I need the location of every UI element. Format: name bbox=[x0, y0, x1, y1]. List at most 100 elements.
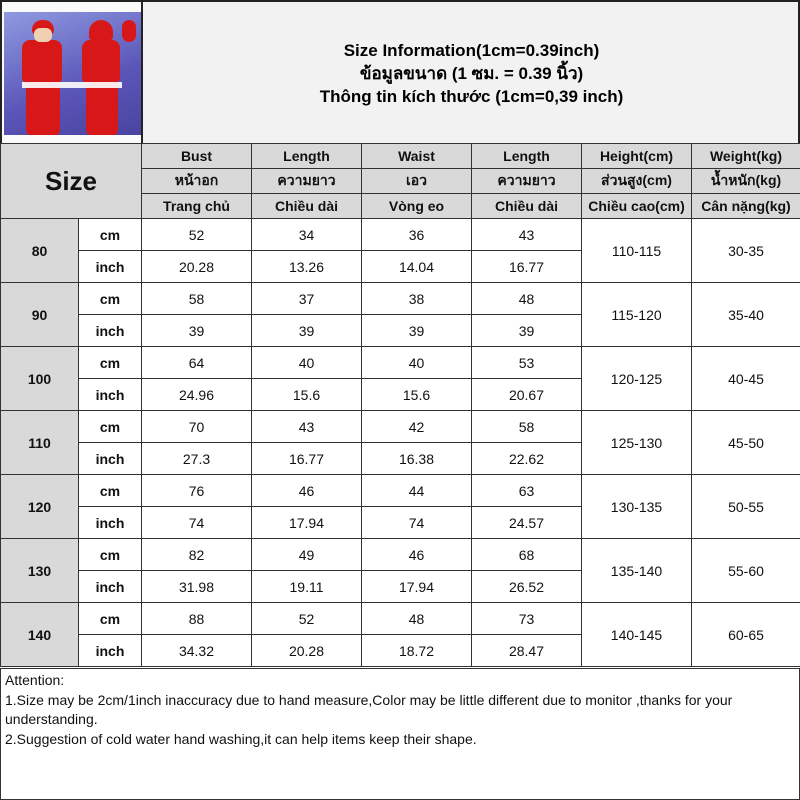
bust-inch: 74 bbox=[141, 506, 252, 539]
size-value: 80 bbox=[0, 218, 79, 283]
unit-cm: cm bbox=[78, 602, 142, 635]
bust-inch: 27.3 bbox=[141, 442, 252, 475]
waist-inch: 74 bbox=[361, 506, 472, 539]
attention-heading: Attention: bbox=[5, 672, 65, 688]
attention-item: 1.Size may be 2cm/1inch inaccuracy due t… bbox=[5, 691, 733, 728]
weight-range: 35-40 bbox=[691, 282, 800, 347]
waist-inch: 17.94 bbox=[361, 570, 472, 603]
length-inch: 13.26 bbox=[251, 250, 362, 283]
bust-cm: 88 bbox=[141, 602, 252, 635]
waist-cm: 42 bbox=[361, 410, 472, 443]
size-row-inch: inch 20.28 13.26 14.04 16.77 bbox=[1, 250, 800, 283]
size-row-cm: 130 cm 82 49 46 68 135-140 55-60 bbox=[0, 538, 800, 603]
unit-inch: inch bbox=[78, 314, 142, 347]
header-weight-vi: Cân nặng(kg) bbox=[691, 193, 800, 219]
unit-inch: inch bbox=[78, 634, 142, 667]
size-row-cm: 80 cm 52 34 36 43 110-115 30-35 bbox=[0, 218, 800, 283]
bust-inch: 20.28 bbox=[141, 250, 252, 283]
bust-cm: 76 bbox=[141, 474, 252, 507]
size-row-inch: inch 34.32 20.28 18.72 28.47 bbox=[1, 634, 800, 667]
header-height-vi: Chiều cao(cm) bbox=[581, 193, 692, 219]
height-range: 115-120 bbox=[581, 282, 692, 347]
size-row-cm: 140 cm 88 52 48 73 140-145 60-65 bbox=[0, 602, 800, 667]
product-photo-cell bbox=[2, 2, 143, 145]
height-range: 130-135 bbox=[581, 474, 692, 539]
height-range: 135-140 bbox=[581, 538, 692, 603]
pant-length-cm: 48 bbox=[471, 282, 582, 315]
waist-cm: 48 bbox=[361, 602, 472, 635]
header-pant-length-vi: Chiều dài bbox=[471, 193, 582, 219]
header-length-vi: Chiều dài bbox=[251, 193, 362, 219]
unit-cm: cm bbox=[78, 474, 142, 507]
size-info-title: Size Information(1cm=0.39inch) ข้อมูลขนา… bbox=[145, 2, 798, 145]
bust-cm: 70 bbox=[141, 410, 252, 443]
size-row-cm: 110 cm 70 43 42 58 125-130 45-50 bbox=[0, 410, 800, 475]
size-row-inch: inch 74 17.94 74 24.57 bbox=[1, 506, 800, 539]
header-waist-en: Waist bbox=[361, 143, 472, 169]
attention-notes: Attention: 1.Size may be 2cm/1inch inacc… bbox=[0, 668, 800, 800]
header-weight-th: น้ำหนัก(kg) bbox=[691, 168, 800, 194]
unit-cm: cm bbox=[78, 282, 142, 315]
pant-length-cm: 68 bbox=[471, 538, 582, 571]
waist-cm: 44 bbox=[361, 474, 472, 507]
length-inch: 20.28 bbox=[251, 634, 362, 667]
size-row-cm: 90 cm 58 37 38 48 115-120 35-40 bbox=[0, 282, 800, 347]
size-value: 120 bbox=[0, 474, 79, 539]
size-row-cm: 100 cm 64 40 40 53 120-125 40-45 bbox=[0, 346, 800, 411]
bust-inch: 34.32 bbox=[141, 634, 252, 667]
weight-range: 40-45 bbox=[691, 346, 800, 411]
size-row-inch: inch 24.96 15.6 15.6 20.67 bbox=[1, 378, 800, 411]
size-value: 130 bbox=[0, 538, 79, 603]
header-waist-th: เอว bbox=[361, 168, 472, 194]
weight-range: 55-60 bbox=[691, 538, 800, 603]
length-inch: 16.77 bbox=[251, 442, 362, 475]
waist-inch: 18.72 bbox=[361, 634, 472, 667]
pant-length-inch: 26.52 bbox=[471, 570, 582, 603]
header-bust-en: Bust bbox=[141, 143, 252, 169]
pant-length-inch: 20.67 bbox=[471, 378, 582, 411]
size-value: 140 bbox=[0, 602, 79, 667]
waist-cm: 40 bbox=[361, 346, 472, 379]
pant-length-inch: 24.57 bbox=[471, 506, 582, 539]
pant-length-cm: 43 bbox=[471, 218, 582, 251]
pant-length-inch: 22.62 bbox=[471, 442, 582, 475]
pant-length-cm: 63 bbox=[471, 474, 582, 507]
bust-cm: 82 bbox=[141, 538, 252, 571]
weight-range: 60-65 bbox=[691, 602, 800, 667]
pant-length-cm: 53 bbox=[471, 346, 582, 379]
unit-inch: inch bbox=[78, 506, 142, 539]
height-range: 125-130 bbox=[581, 410, 692, 475]
waist-inch: 39 bbox=[361, 314, 472, 347]
title-vietnamese: Thông tin kích thước (1cm=0,39 inch) bbox=[319, 87, 624, 106]
length-inch: 19.11 bbox=[251, 570, 362, 603]
waist-inch: 16.38 bbox=[361, 442, 472, 475]
header-height-th: ส่วนสูง(cm) bbox=[581, 168, 692, 194]
header-weight-en: Weight(kg) bbox=[691, 143, 800, 169]
bust-cm: 52 bbox=[141, 218, 252, 251]
bust-inch: 24.96 bbox=[141, 378, 252, 411]
size-value: 100 bbox=[0, 346, 79, 411]
product-photo bbox=[4, 12, 141, 135]
length-cm: 52 bbox=[251, 602, 362, 635]
length-cm: 49 bbox=[251, 538, 362, 571]
weight-range: 45-50 bbox=[691, 410, 800, 475]
header-pant-length-th: ความยาว bbox=[471, 168, 582, 194]
size-value: 110 bbox=[0, 410, 79, 475]
unit-inch: inch bbox=[78, 378, 142, 411]
waist-cm: 36 bbox=[361, 218, 472, 251]
height-range: 120-125 bbox=[581, 346, 692, 411]
pant-length-inch: 28.47 bbox=[471, 634, 582, 667]
bust-inch: 39 bbox=[141, 314, 252, 347]
length-cm: 46 bbox=[251, 474, 362, 507]
length-cm: 34 bbox=[251, 218, 362, 251]
length-inch: 39 bbox=[251, 314, 362, 347]
unit-inch: inch bbox=[78, 442, 142, 475]
header-waist-vi: Vòng eo bbox=[361, 193, 472, 219]
waist-cm: 46 bbox=[361, 538, 472, 571]
waist-cm: 38 bbox=[361, 282, 472, 315]
title-thai: ข้อมูลขนาด (1 ซม. = 0.39 นิ้ว) bbox=[359, 64, 584, 83]
unit-cm: cm bbox=[78, 410, 142, 443]
header-height-en: Height(cm) bbox=[581, 143, 692, 169]
length-inch: 17.94 bbox=[251, 506, 362, 539]
weight-range: 50-55 bbox=[691, 474, 800, 539]
